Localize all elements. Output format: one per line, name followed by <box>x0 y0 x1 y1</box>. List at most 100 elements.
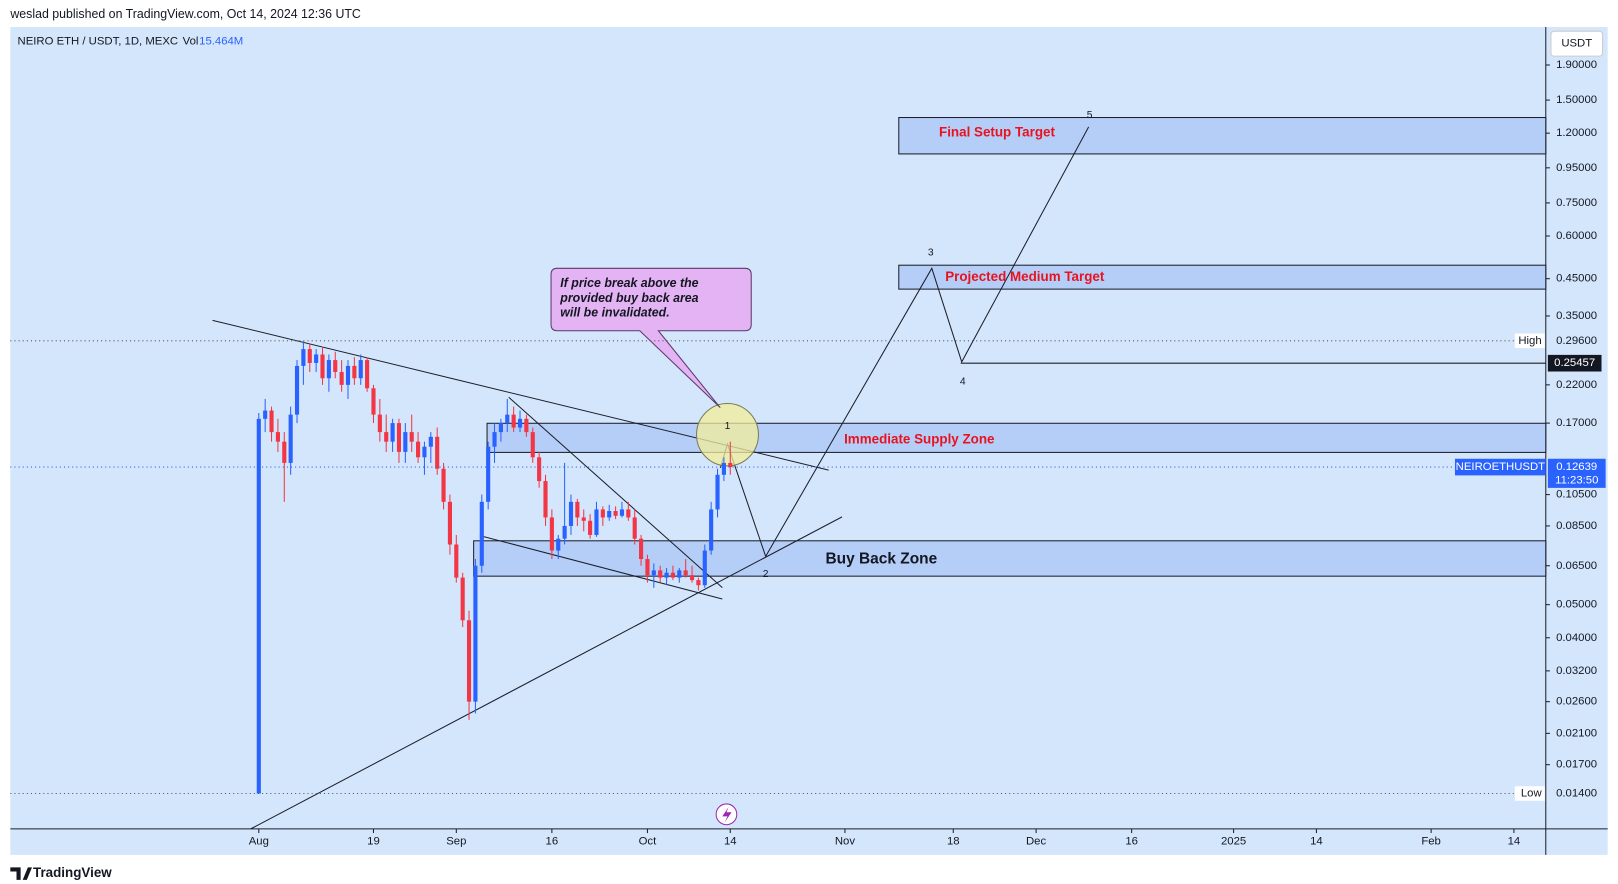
candle-body <box>282 441 287 463</box>
symbol-title: NEIRO ETH / USDT, 1D, MEXC <box>18 36 179 48</box>
candle-body <box>639 538 644 560</box>
candle-body <box>473 565 478 702</box>
countdown-label: 11:23:50 <box>1555 475 1598 487</box>
medium-target-zone <box>898 264 1547 290</box>
brand-logo <box>10 867 32 880</box>
candle-body <box>447 501 452 545</box>
candle-body <box>416 441 421 458</box>
callout-line: provided buy back area <box>559 291 698 305</box>
buy-back-zone <box>473 540 1547 577</box>
y-tick-label: 0.45000 <box>1556 273 1597 285</box>
wave-label: 4 <box>960 376 966 387</box>
candle-body <box>294 365 300 415</box>
x-tick-label: Feb <box>1421 835 1441 847</box>
candle-body <box>460 577 465 621</box>
x-tick-label: 19 <box>367 835 380 847</box>
candle-body <box>301 349 306 366</box>
candle-body <box>492 432 497 447</box>
candle-body <box>256 418 261 794</box>
candle-body <box>505 414 510 424</box>
candle-body <box>575 501 580 518</box>
y-tick-label: 0.22000 <box>1556 379 1597 391</box>
candle-body <box>384 432 389 442</box>
x-tick-label: 2025 <box>1221 835 1246 847</box>
y-tick-label: 0.05000 <box>1556 599 1597 611</box>
price-line-badge <box>1547 354 1602 372</box>
candle-body <box>320 354 325 379</box>
candle-body <box>702 550 707 586</box>
candle-body <box>333 360 338 372</box>
trend-line <box>508 396 723 588</box>
candle-body <box>345 365 351 385</box>
y-tick-label: 0.06500 <box>1556 560 1597 572</box>
trend-line <box>250 516 843 830</box>
candle-body <box>409 432 414 442</box>
supply-zone <box>486 422 1547 453</box>
candle-body <box>670 572 675 578</box>
candle-body <box>607 511 612 518</box>
candle-body <box>441 468 446 502</box>
marker-badge <box>1514 786 1545 801</box>
candle-body <box>721 462 726 475</box>
callout-line: If price break above the <box>560 276 698 290</box>
event-icon-bolt <box>722 807 732 823</box>
candle-body <box>288 414 293 463</box>
x-tick-label: Nov <box>835 835 855 847</box>
candle-body <box>543 481 548 518</box>
brand-name: TradingView <box>33 865 112 880</box>
candle-body <box>314 354 319 363</box>
last-price-badge <box>1547 458 1606 488</box>
candle-body <box>396 423 402 452</box>
candle-body <box>269 410 274 433</box>
y-tick-label: 1.90000 <box>1556 59 1597 71</box>
currency-label[interactable]: USDT <box>1561 38 1592 50</box>
candle-body <box>377 414 382 433</box>
x-tick-label: 16 <box>546 835 559 847</box>
candle-body <box>466 620 472 702</box>
candle-body <box>588 520 593 535</box>
chart-root: weslad published on TradingView.com, Oct… <box>9 7 1608 880</box>
y-tick-label: 0.60000 <box>1556 230 1597 242</box>
candle-body <box>549 517 554 551</box>
candle-body <box>626 509 631 518</box>
y-tick-label: 0.08500 <box>1556 520 1597 532</box>
y-tick-label: 0.17000 <box>1556 417 1597 429</box>
y-tick-label: 0.04000 <box>1556 632 1597 644</box>
candle-body <box>664 572 669 578</box>
currency-button[interactable] <box>1550 30 1604 57</box>
candle-body <box>435 436 440 469</box>
marker-value-bg <box>1547 786 1606 801</box>
volume-value: 15.464M <box>199 36 243 48</box>
x-tick-label: 16 <box>1125 835 1138 847</box>
candle-body <box>581 517 586 521</box>
y-tick-label: 0.02600 <box>1556 696 1597 708</box>
marker-value: 0.29600 <box>1556 335 1597 347</box>
y-tick-label: 1.20000 <box>1556 127 1597 139</box>
candle-body <box>677 570 682 578</box>
candle-body <box>619 509 625 516</box>
candle-body <box>339 371 344 385</box>
candle-body <box>422 446 427 458</box>
candle-body <box>486 446 491 502</box>
candle-body <box>715 474 720 510</box>
buy-back-label: Buy Back Zone <box>826 551 938 568</box>
candle-body <box>537 457 542 482</box>
price-line-label: 0.25457 <box>1554 357 1595 369</box>
final-target-zone <box>898 116 1547 155</box>
last-price-label: 0.12639 <box>1556 461 1597 473</box>
x-tick-label: 14 <box>1310 835 1323 847</box>
marker-badge <box>1514 333 1545 349</box>
y-tick-label: 0.10500 <box>1556 489 1597 501</box>
candle-body <box>562 525 567 539</box>
x-tick-label: Dec <box>1026 835 1046 847</box>
marker-value: 0.01400 <box>1556 787 1597 799</box>
candle-body <box>556 538 561 551</box>
candle-body <box>326 360 331 379</box>
candle-body <box>263 410 268 419</box>
trend-line <box>479 535 723 600</box>
x-tick-label: 14 <box>1508 835 1521 847</box>
x-tick-label: Sep <box>446 835 466 847</box>
candle-body <box>365 360 370 389</box>
candle-body <box>651 570 656 576</box>
